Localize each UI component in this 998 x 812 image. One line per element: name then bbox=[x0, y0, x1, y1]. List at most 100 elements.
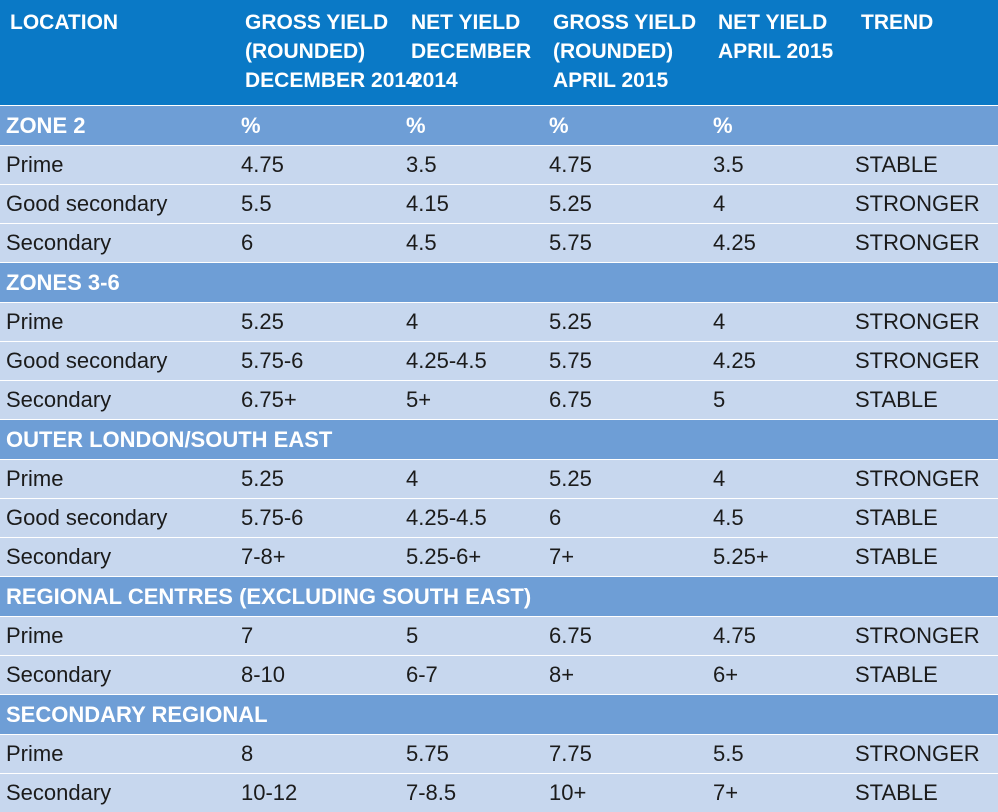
net-yield-apr-2015-cell: 4.5 bbox=[713, 505, 744, 530]
table-row: Secondary 8-10 6-7 8+ 6+ STABLE bbox=[0, 655, 998, 694]
net-yield-dec-2014-cell: 6-7 bbox=[406, 662, 438, 687]
location-cell: Prime bbox=[6, 152, 64, 177]
gross-yield-dec-2014-cell: 5.5 bbox=[241, 191, 272, 216]
table-row: Prime 5.25 4 5.25 4 STRONGER bbox=[0, 302, 998, 341]
gross-yield-apr-2015-cell: 10+ bbox=[549, 780, 587, 805]
net-yield-apr-2015-cell: 5 bbox=[713, 387, 726, 412]
location-cell: Secondary bbox=[6, 780, 112, 805]
gross-yield-dec-2014-cell: 5.75-6 bbox=[241, 505, 304, 530]
section-unit: % bbox=[241, 112, 261, 138]
table-row: Prime 7 5 6.75 4.75 STRONGER bbox=[0, 616, 998, 655]
gross-yield-dec-2014-cell: 6 bbox=[241, 230, 254, 255]
trend-cell: STRONGER bbox=[855, 348, 980, 373]
header-location: LOCATION bbox=[10, 11, 119, 34]
location-cell: Prime bbox=[6, 623, 64, 648]
gross-yield-apr-2015-cell: 4.75 bbox=[549, 152, 592, 177]
net-yield-dec-2014-cell: 7-8.5 bbox=[406, 780, 457, 805]
gross-yield-apr-2015-cell: 6.75 bbox=[549, 623, 592, 648]
gross-yield-apr-2015-cell: 7.75 bbox=[549, 741, 592, 766]
net-yield-apr-2015-cell: 4.75 bbox=[713, 623, 756, 648]
section-unit: % bbox=[713, 112, 733, 138]
gross-yield-dec-2014-cell: 4.75 bbox=[241, 152, 284, 177]
net-yield-apr-2015-cell: 3.5 bbox=[713, 152, 744, 177]
header-net-yield-apr-2015: NET YIELD APRIL 2015 bbox=[718, 11, 834, 63]
gross-yield-apr-2015-cell: 7+ bbox=[549, 544, 575, 569]
net-yield-apr-2015-cell: 4.25 bbox=[713, 230, 756, 255]
trend-cell: STABLE bbox=[855, 544, 938, 569]
net-yield-apr-2015-cell: 7+ bbox=[713, 780, 739, 805]
net-yield-apr-2015-cell: 4 bbox=[713, 191, 726, 216]
gross-yield-dec-2014-cell: 6.75+ bbox=[241, 387, 297, 412]
table-header-row: LOCATION GROSS YIELD (ROUNDED) DECEMBER … bbox=[0, 0, 998, 105]
location-cell: Secondary bbox=[6, 544, 112, 569]
table-row: Secondary 7-8+ 5.25-6+ 7+ 5.25+ STABLE bbox=[0, 537, 998, 576]
location-cell: Good secondary bbox=[6, 505, 168, 530]
header-gross-yield-dec-2014: GROSS YIELD (ROUNDED) DECEMBER 2014 bbox=[245, 11, 418, 92]
location-cell: Good secondary bbox=[6, 348, 168, 373]
net-yield-dec-2014-cell: 3.5 bbox=[406, 152, 437, 177]
table-row: Prime 8 5.75 7.75 5.5 STRONGER bbox=[0, 734, 998, 773]
trend-cell: STABLE bbox=[855, 152, 938, 177]
location-cell: Prime bbox=[6, 466, 64, 491]
trend-cell: STRONGER bbox=[855, 741, 980, 766]
section-row: OUTER LONDON/SOUTH EAST bbox=[0, 419, 998, 459]
gross-yield-dec-2014-cell: 7 bbox=[241, 623, 254, 648]
location-cell: Prime bbox=[6, 741, 64, 766]
net-yield-apr-2015-cell: 4 bbox=[713, 466, 726, 491]
section-title: ZONES 3-6 bbox=[6, 269, 120, 295]
net-yield-apr-2015-cell: 5.5 bbox=[713, 741, 744, 766]
net-yield-apr-2015-cell: 4 bbox=[713, 309, 726, 334]
header-trend: TREND bbox=[861, 11, 934, 34]
trend-cell: STRONGER bbox=[855, 309, 980, 334]
table-row: Secondary 6 4.5 5.75 4.25 STRONGER bbox=[0, 223, 998, 262]
net-yield-dec-2014-cell: 5 bbox=[406, 623, 419, 648]
net-yield-dec-2014-cell: 4.25-4.5 bbox=[406, 505, 487, 530]
gross-yield-apr-2015-cell: 5.25 bbox=[549, 309, 592, 334]
net-yield-dec-2014-cell: 5+ bbox=[406, 387, 432, 412]
net-yield-apr-2015-cell: 6+ bbox=[713, 662, 739, 687]
section-row: ZONES 3-6 bbox=[0, 262, 998, 302]
gross-yield-apr-2015-cell: 6 bbox=[549, 505, 562, 530]
location-cell: Secondary bbox=[6, 387, 112, 412]
trend-cell: STRONGER bbox=[855, 191, 980, 216]
trend-cell: STRONGER bbox=[855, 466, 980, 491]
gross-yield-dec-2014-cell: 5.75-6 bbox=[241, 348, 304, 373]
gross-yield-apr-2015-cell: 5.75 bbox=[549, 230, 592, 255]
net-yield-dec-2014-cell: 4.25-4.5 bbox=[406, 348, 487, 373]
net-yield-apr-2015-cell: 5.25+ bbox=[713, 544, 769, 569]
section-title: OUTER LONDON/SOUTH EAST bbox=[6, 426, 333, 452]
net-yield-dec-2014-cell: 4.15 bbox=[406, 191, 449, 216]
table-body: ZONE 2%%%% Prime 4.75 3.5 4.75 3.5 STABLE Good … bbox=[0, 105, 998, 812]
net-yield-dec-2014-cell: 4 bbox=[406, 466, 419, 491]
location-cell: Good secondary bbox=[6, 191, 168, 216]
gross-yield-apr-2015-cell: 6.75 bbox=[549, 387, 592, 412]
table-row: Good secondary 5.75-6 4.25-4.5 6 4.5 STABLE bbox=[0, 498, 998, 537]
trend-cell: STRONGER bbox=[855, 230, 980, 255]
section-title: REGIONAL CENTRES (EXCLUDING SOUTH EAST) bbox=[6, 583, 532, 609]
gross-yield-dec-2014-cell: 7-8+ bbox=[241, 544, 286, 569]
trend-cell: STABLE bbox=[855, 780, 938, 805]
net-yield-dec-2014-cell: 5.25-6+ bbox=[406, 544, 482, 569]
table-row: Secondary 6.75+ 5+ 6.75 5 STABLE bbox=[0, 380, 998, 419]
table-row: Good secondary 5.75-6 4.25-4.5 5.75 4.25 STRO… bbox=[0, 341, 998, 380]
trend-cell: STABLE bbox=[855, 505, 938, 530]
table-row: Good secondary 5.5 4.15 5.25 4 STRONGER bbox=[0, 184, 998, 223]
section-row: SECONDARY REGIONAL bbox=[0, 694, 998, 734]
gross-yield-apr-2015-cell: 8+ bbox=[549, 662, 575, 687]
location-cell: Secondary bbox=[6, 230, 112, 255]
net-yield-dec-2014-cell: 5.75 bbox=[406, 741, 449, 766]
gross-yield-dec-2014-cell: 5.25 bbox=[241, 466, 284, 491]
net-yield-dec-2014-cell: 4 bbox=[406, 309, 419, 334]
location-cell: Prime bbox=[6, 309, 64, 334]
gross-yield-apr-2015-cell: 5.75 bbox=[549, 348, 592, 373]
net-yield-apr-2015-cell: 4.25 bbox=[713, 348, 756, 373]
section-row: REGIONAL CENTRES (EXCLUDING SOUTH EAST) bbox=[0, 576, 998, 616]
section-row: ZONE 2%%%% bbox=[0, 105, 998, 145]
table-row: Prime 4.75 3.5 4.75 3.5 STABLE bbox=[0, 145, 998, 184]
gross-yield-dec-2014-cell: 8 bbox=[241, 741, 254, 766]
gross-yield-dec-2014-cell: 10-12 bbox=[241, 780, 298, 805]
table-row: Prime 5.25 4 5.25 4 STRONGER bbox=[0, 459, 998, 498]
header-gross-yield-apr-2015: GROSS YIELD (ROUNDED) APRIL 2015 bbox=[553, 11, 697, 92]
gross-yield-apr-2015-cell: 5.25 bbox=[549, 466, 592, 491]
